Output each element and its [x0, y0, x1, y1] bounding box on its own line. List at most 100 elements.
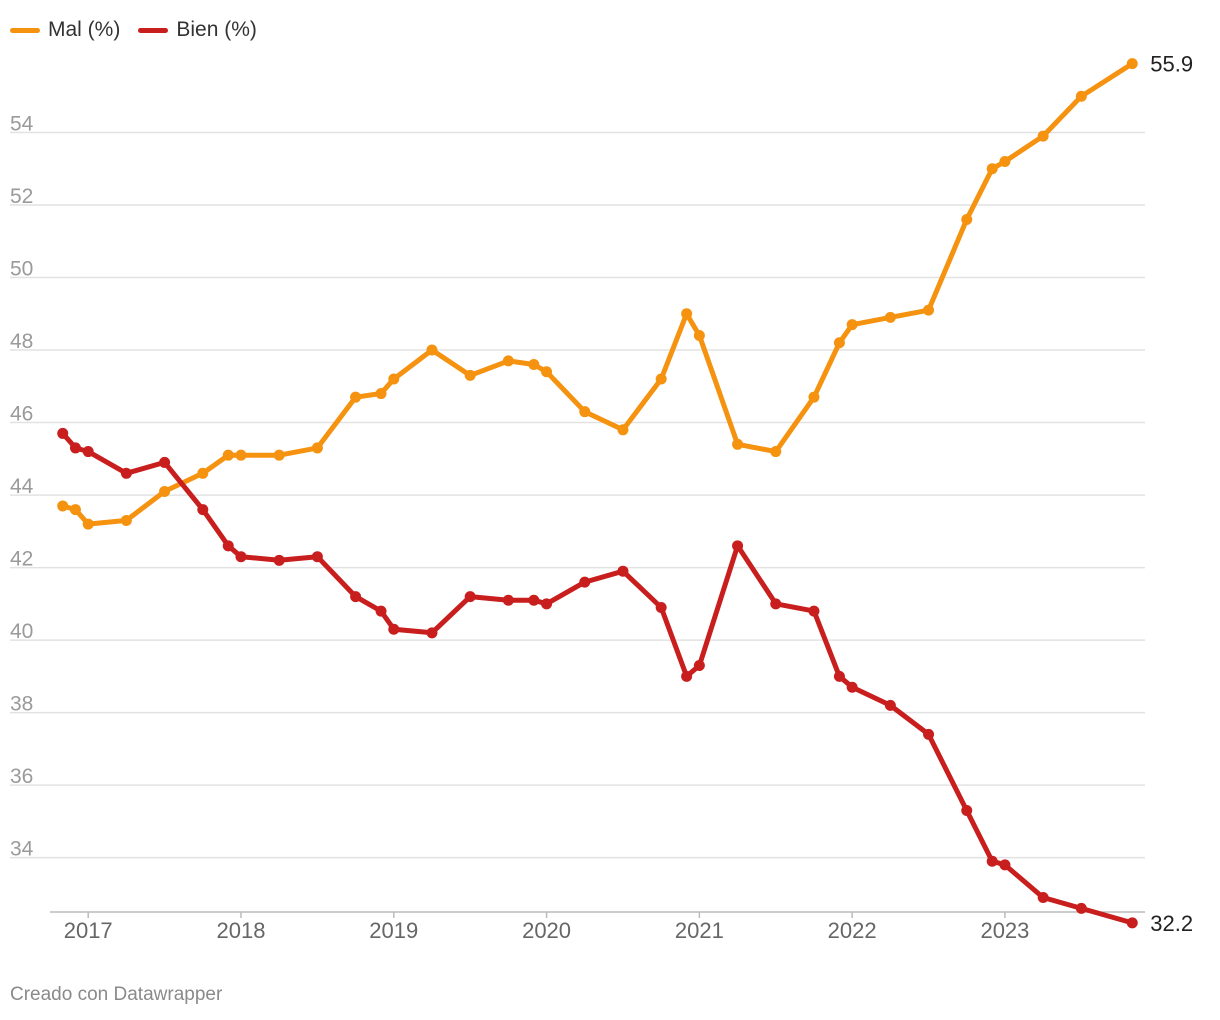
data-point-mal-24[interactable]	[770, 446, 782, 458]
series-mal	[57, 58, 1138, 530]
data-point-bien-14[interactable]	[464, 591, 476, 603]
y-tick-label-50: 50	[10, 258, 33, 281]
y-tick-label-40: 40	[10, 620, 33, 643]
data-point-bien-13[interactable]	[426, 627, 438, 639]
data-point-bien-0[interactable]	[57, 427, 69, 439]
data-point-mal-31[interactable]	[986, 163, 998, 175]
data-point-mal-15[interactable]	[502, 355, 514, 367]
data-point-bien-25[interactable]	[808, 605, 820, 617]
data-point-bien-5[interactable]	[197, 504, 209, 516]
series-lines	[57, 58, 1138, 929]
data-point-mal-22[interactable]	[693, 330, 705, 342]
data-point-bien-22[interactable]	[693, 659, 705, 671]
data-point-bien-28[interactable]	[884, 699, 896, 711]
data-point-mal-13[interactable]	[426, 344, 438, 356]
y-tick-label-52: 52	[10, 185, 33, 208]
data-point-bien-23[interactable]	[732, 540, 744, 552]
data-point-bien-12[interactable]	[388, 623, 400, 635]
end-labels: 55.9 32.2	[1150, 52, 1193, 936]
data-point-bien-6[interactable]	[222, 540, 234, 552]
data-point-bien-18[interactable]	[579, 576, 591, 588]
data-point-bien-19[interactable]	[617, 565, 629, 577]
data-point-mal-11[interactable]	[375, 388, 387, 400]
data-point-mal-35[interactable]	[1126, 58, 1138, 70]
legend: Mal (%) Bien (%)	[10, 18, 257, 42]
data-point-bien-33[interactable]	[1037, 891, 1049, 903]
data-point-bien-35[interactable]	[1126, 917, 1138, 929]
data-point-mal-18[interactable]	[579, 406, 591, 418]
data-point-mal-32[interactable]	[999, 156, 1011, 168]
data-point-bien-7[interactable]	[235, 551, 247, 563]
data-point-mal-23[interactable]	[732, 438, 744, 450]
x-tick-label-2017: 2017	[64, 918, 113, 943]
data-point-mal-12[interactable]	[388, 373, 400, 385]
data-point-mal-3[interactable]	[120, 514, 132, 526]
legend-item-mal[interactable]: Mal (%)	[10, 18, 120, 42]
data-point-bien-21[interactable]	[681, 670, 693, 682]
data-point-bien-1[interactable]	[69, 442, 81, 454]
data-point-mal-28[interactable]	[884, 311, 896, 323]
data-point-bien-20[interactable]	[655, 601, 667, 613]
data-point-bien-32[interactable]	[999, 859, 1011, 871]
data-point-bien-4[interactable]	[159, 456, 171, 468]
data-point-bien-26[interactable]	[833, 670, 845, 682]
data-point-bien-27[interactable]	[846, 681, 858, 693]
data-point-mal-30[interactable]	[961, 214, 973, 226]
data-point-bien-31[interactable]	[986, 855, 998, 867]
data-point-bien-15[interactable]	[502, 594, 514, 606]
data-point-bien-24[interactable]	[770, 598, 782, 610]
data-point-bien-10[interactable]	[350, 591, 362, 603]
y-tick-label-38: 38	[10, 693, 33, 716]
data-point-bien-8[interactable]	[273, 554, 285, 566]
x-tick-label-2023: 2023	[980, 918, 1029, 943]
y-tick-label-42: 42	[10, 548, 33, 571]
x-tick-label-2022: 2022	[828, 918, 877, 943]
data-point-mal-34[interactable]	[1075, 90, 1087, 102]
grid-lines	[10, 131, 1145, 859]
series-bien	[57, 427, 1138, 929]
data-point-bien-11[interactable]	[375, 605, 387, 617]
y-axis: 34 36 38 40 42 44 46 48 50 52 54	[10, 113, 34, 861]
data-point-bien-16[interactable]	[528, 594, 540, 606]
legend-item-bien[interactable]: Bien (%)	[138, 18, 257, 42]
data-point-mal-27[interactable]	[846, 319, 858, 331]
data-point-mal-4[interactable]	[159, 485, 171, 497]
data-point-mal-9[interactable]	[311, 442, 323, 454]
x-tick-label-2020: 2020	[522, 918, 571, 943]
data-point-mal-29[interactable]	[923, 304, 935, 316]
data-point-mal-10[interactable]	[350, 391, 362, 403]
data-point-mal-21[interactable]	[681, 308, 693, 320]
data-point-mal-6[interactable]	[222, 449, 234, 461]
data-point-mal-17[interactable]	[541, 366, 553, 378]
data-point-mal-8[interactable]	[273, 449, 285, 461]
data-point-mal-33[interactable]	[1037, 130, 1049, 142]
data-point-mal-25[interactable]	[808, 391, 820, 403]
data-point-bien-34[interactable]	[1075, 902, 1087, 914]
data-point-mal-14[interactable]	[464, 369, 476, 381]
data-point-mal-20[interactable]	[655, 373, 667, 385]
data-point-mal-1[interactable]	[69, 504, 81, 516]
data-point-mal-2[interactable]	[82, 518, 94, 530]
x-tick-label-2018: 2018	[217, 918, 266, 943]
legend-label-bien: Bien (%)	[176, 18, 257, 41]
data-point-bien-9[interactable]	[311, 551, 323, 563]
credit-text[interactable]: Creado con Datawrapper	[10, 984, 223, 1005]
data-point-mal-0[interactable]	[57, 500, 69, 512]
data-point-bien-30[interactable]	[961, 804, 973, 816]
series-line-bien	[60, 430, 1135, 926]
legend-swatch-bien	[138, 27, 169, 33]
data-point-mal-19[interactable]	[617, 424, 629, 436]
data-point-bien-3[interactable]	[120, 467, 132, 479]
data-point-mal-5[interactable]	[197, 467, 209, 479]
data-point-mal-26[interactable]	[833, 337, 845, 349]
y-tick-label-54: 54	[10, 113, 34, 136]
x-axis: 2017 2018 2019 2020 2021 2022 2023	[50, 911, 1145, 943]
x-tick-label-2019: 2019	[369, 918, 418, 943]
data-point-bien-17[interactable]	[541, 598, 553, 610]
y-tick-label-36: 36	[10, 765, 33, 788]
data-point-bien-2[interactable]	[82, 446, 94, 458]
data-point-mal-7[interactable]	[235, 449, 247, 461]
data-point-mal-16[interactable]	[528, 359, 540, 371]
data-point-bien-29[interactable]	[923, 728, 935, 740]
x-tick-label-2021: 2021	[675, 918, 724, 943]
